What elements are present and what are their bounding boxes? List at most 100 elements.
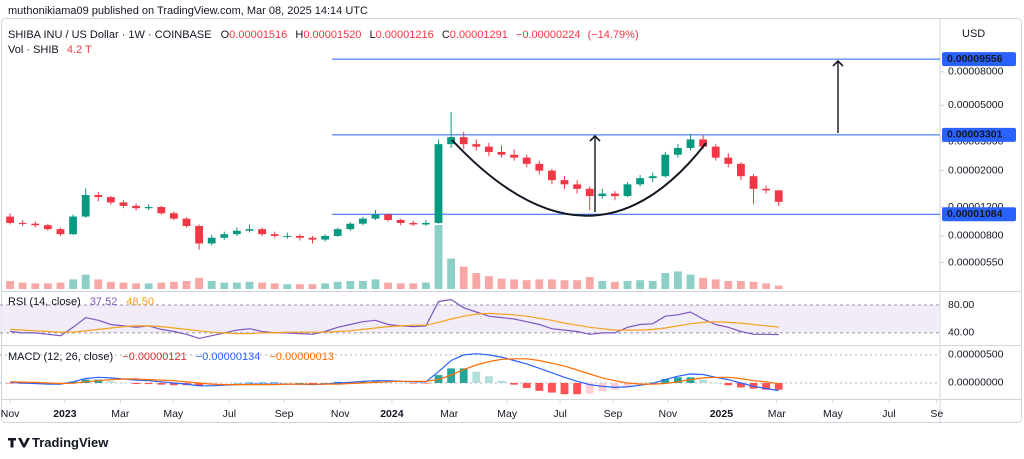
x-tick-label: Mar (440, 408, 459, 420)
volume-bar (18, 282, 27, 289)
candle-body (535, 163, 544, 171)
macd-histogram-bar (623, 382, 632, 387)
macd-title: MACD (12, 26, close) (8, 351, 113, 363)
volume-bar (484, 276, 493, 289)
macd-histogram-bar (358, 381, 367, 383)
x-tick-label: Sep (604, 408, 623, 420)
macd-histogram-bar (157, 382, 166, 385)
volume-bar (295, 284, 304, 289)
macd-histogram-bar (648, 382, 657, 383)
candle-body (119, 202, 128, 206)
price-legend: SHIBA INU / US Dollar · 1W · COINBASE O0… (8, 29, 639, 41)
cup-curve (451, 139, 707, 217)
y-tick-label: 40.00 (948, 327, 974, 339)
volume-bar (749, 281, 758, 289)
macd-histogram-bar (283, 382, 292, 384)
volume-bar (762, 283, 771, 289)
price-label-box (942, 52, 1016, 67)
x-tick-label: Mar (111, 408, 130, 420)
rsi-title: RSI (14, close) (8, 296, 81, 308)
candle-body (308, 237, 317, 240)
volume-bar (459, 266, 468, 289)
macd-histogram-bar (522, 382, 531, 389)
candle-body (409, 222, 418, 225)
candle-body (283, 235, 292, 237)
volume-bar (497, 278, 506, 289)
macd-histogram-bar (409, 382, 418, 384)
rsi-value: 37.52 (90, 296, 118, 308)
macd-histogram-bar (321, 382, 329, 384)
volume-bar (144, 283, 153, 289)
macd-histogram-bar (774, 382, 783, 390)
x-tick-label: 2023 (53, 408, 77, 420)
candle-body (522, 157, 531, 164)
logo-mark (8, 438, 30, 448)
volume-bar (447, 258, 456, 289)
volume-bar (737, 281, 745, 289)
macd-line (10, 358, 779, 386)
candle-body (346, 223, 355, 230)
change: −0.00000224 (516, 29, 581, 41)
volume-bar (283, 284, 292, 289)
macd-value: −0.00000134 (196, 351, 261, 363)
macd-histogram-bar (245, 382, 254, 383)
candle-body (585, 188, 594, 197)
x-tick-label: Nov (331, 408, 350, 420)
candle-body (69, 216, 77, 235)
macd-histogram-bar (308, 382, 317, 384)
candle-body (157, 207, 166, 214)
volume-bar (220, 282, 229, 289)
candle-body (510, 154, 519, 158)
volume-bar (56, 282, 65, 289)
volume-bar (195, 277, 203, 289)
volume-bar (371, 279, 380, 289)
volume-bar (774, 285, 783, 289)
volume-bar (31, 283, 40, 289)
candle-body (6, 216, 14, 223)
candle-body (56, 229, 65, 235)
volume-bar (6, 281, 14, 289)
y-tick-label: 0.00008000 (948, 66, 1004, 78)
volume-bar (636, 280, 645, 289)
macd-histogram-bar (459, 368, 468, 383)
candle-body (724, 157, 733, 164)
volume-bar (547, 279, 556, 289)
macd-histogram-bar (6, 382, 14, 384)
x-tick-label: May (497, 408, 518, 420)
volume-bar (674, 271, 682, 289)
macd-histogram-bar (762, 382, 771, 390)
macd-legend: MACD (12, 26, close) −0.00000121 −0.0000… (8, 351, 334, 363)
price-label-box (942, 127, 1016, 142)
y-tick-label: 0.00005000 (948, 99, 1004, 111)
candle-body (396, 220, 405, 223)
candle-body (699, 139, 708, 147)
volume-bar (258, 282, 266, 289)
symbol: SHIBA INU / US Dollar · 1W · COINBASE (8, 29, 212, 41)
candle-body (333, 229, 342, 236)
ohlc-key: L (370, 29, 376, 41)
panes: Nov 2023 Mar May Jul Sep Nov 2024 Mar May Jul Sep No… (0, 52, 1016, 420)
candle-body (270, 234, 279, 236)
volume-bar (69, 279, 77, 289)
volume-bar (81, 274, 90, 289)
macd-histogram-bar (611, 382, 619, 390)
y-tick-label: 0.00000550 (948, 256, 1004, 268)
candle-body (232, 230, 241, 235)
macd-histogram-bar (119, 382, 128, 384)
publisher: muthonikiama09 published on TradingView.… (8, 5, 368, 17)
legends: SHIBA INU / US Dollar · 1W · COINBASE O0… (8, 29, 639, 363)
price-label: 0.00003301 (947, 129, 1003, 141)
candle-body (384, 214, 393, 221)
rsi-band (0, 305, 940, 333)
x-tick-label: Jul (223, 408, 236, 420)
candle-body (31, 223, 40, 226)
ohlc-key: H (295, 29, 303, 41)
candle-body (472, 144, 481, 147)
volume-bar (623, 281, 632, 289)
candle-body (749, 176, 758, 189)
candle-body (18, 222, 27, 224)
macd-histogram-bar (510, 382, 519, 385)
x-tick-label: Nov (1, 408, 20, 420)
volume-bar (560, 280, 569, 289)
